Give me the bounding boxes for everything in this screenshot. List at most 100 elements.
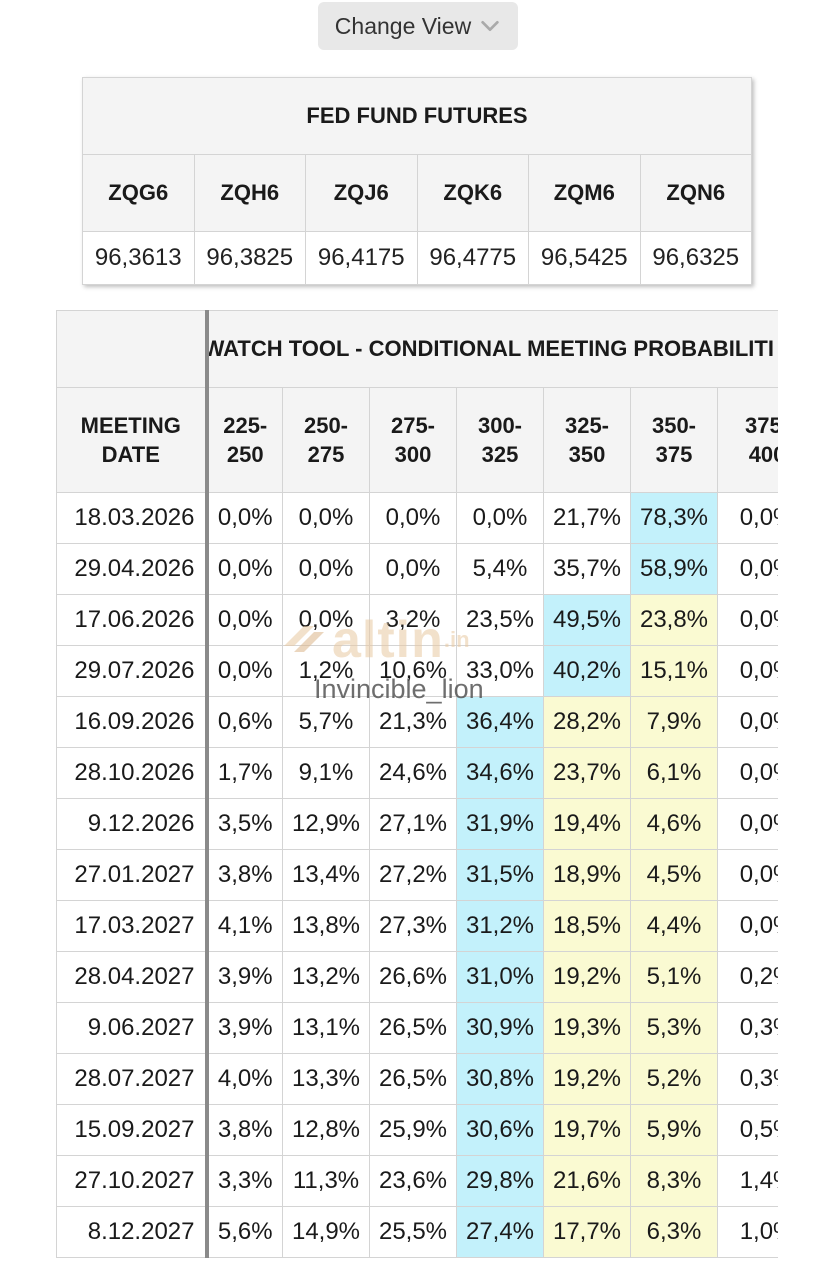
probability-cell: 13,4% [282,849,370,901]
probability-cell: 0,0% [716,900,778,952]
probability-cell: 3,8% [206,1104,283,1156]
fedwatch-corner-cell [56,310,209,388]
probability-cell: 30,8% [456,1053,544,1105]
futures-value-cell: 96,3825 [193,231,306,285]
futures-code-header: ZQN6 [639,154,752,232]
probability-cell: 34,6% [456,747,544,799]
table-row: 27.01.2027 3,8% 13,4% 27,2% 31,5% 18,9% 4,5% 0,… [56,849,778,901]
probability-cell: 1,2% [282,645,370,697]
rate-range-header: 325- 350 [543,387,631,493]
probability-cell: 3,9% [206,1002,283,1054]
probability-cell: 7,9% [630,696,718,748]
probability-cell: 33,0% [456,645,544,697]
probability-cell: 31,0% [456,951,544,1003]
rate-range-label: 225- 250 [223,413,268,467]
probability-cell: 0,0% [716,696,778,748]
futures-value-cell: 96,4175 [305,231,418,285]
probability-cell: 5,3% [630,1002,718,1054]
probability-cell: 4,1% [206,900,283,952]
probability-cell: 12,9% [282,798,370,850]
probability-cell: 23,8% [630,594,718,646]
probability-cell: 0,0% [369,543,457,595]
fedwatch-header-row: MEETING DATE 225- 250 250- 275 275- 300 300- 325… [56,387,778,493]
probability-cell: 5,2% [630,1053,718,1105]
probability-cell: 35,7% [543,543,631,595]
probability-cell: 25,9% [369,1104,457,1156]
probability-cell: 0,0% [206,492,283,544]
probability-cell: 31,5% [456,849,544,901]
probability-cell: 6,1% [630,747,718,799]
table-row: 27.10.2027 3,3% 11,3% 23,6% 29,8% 21,6% 8,3% 1,… [56,1155,778,1207]
fedwatch-title: OWATCH TOOL - CONDITIONAL MEETING PROBAB… [205,310,778,388]
probability-cell: 0,0% [716,594,778,646]
table-row: 17.06.2026 0,0% 0,0% 3,2% 23,5% 49,5% 23,8% 0,0… [56,594,778,646]
probability-cell: 0,5% [716,1104,778,1156]
table-row: 8.12.2027 5,6% 14,9% 25,5% 27,4% 17,7% 6,3% 1,0… [56,1206,778,1258]
probability-cell: 3,3% [206,1155,283,1207]
futures-value-cell: 96,3613 [82,231,195,285]
table-row: 9.06.2027 3,9% 13,1% 26,5% 30,9% 19,3% 5,3% 0,3… [56,1002,778,1054]
probability-cell: 4,6% [630,798,718,850]
probability-cell: 19,2% [543,951,631,1003]
probability-cell: 8,3% [630,1155,718,1207]
probability-cell: 24,6% [369,747,457,799]
futures-code-header: ZQJ6 [305,154,418,232]
probability-cell: 12,8% [282,1104,370,1156]
probability-cell: 27,2% [369,849,457,901]
rate-range-header: 275- 300 [369,387,457,493]
meeting-date-cell: 27.01.2027 [56,849,209,901]
fedwatch-body: 18.03.20260,0%0,0%0,0%0,0%21,7%78,3%0,0%… [56,492,778,1258]
probability-cell: 15,1% [630,645,718,697]
probability-cell: 21,6% [543,1155,631,1207]
meeting-date-cell: 28.07.2027 [56,1053,209,1105]
probability-cell: 0,3% [716,1053,778,1105]
probability-cell: 11,3% [282,1155,370,1207]
futures-code-header: ZQH6 [193,154,306,232]
change-view-button[interactable]: Change View [318,2,518,50]
probability-cell: 0,0% [282,543,370,595]
probability-cell: 78,3% [630,492,718,544]
probability-cell: 40,2% [543,645,631,697]
fedwatch-table-scroll[interactable]: OWATCH TOOL - CONDITIONAL MEETING PROBAB… [56,310,778,1270]
probability-cell: 49,5% [543,594,631,646]
probability-cell: 1,0% [716,1206,778,1258]
probability-cell: 13,1% [282,1002,370,1054]
rate-range-header: 250- 275 [282,387,370,493]
probability-cell: 5,1% [630,951,718,1003]
probability-cell: 0,3% [716,1002,778,1054]
probability-cell: 21,7% [543,492,631,544]
probability-cell: 0,0% [716,543,778,595]
probability-cell: 30,6% [456,1104,544,1156]
fed-fund-futures-value-row: 96,3613 96,3825 96,4175 96,4775 96,5425 96,63… [82,231,752,285]
rate-range-header: 350- 375 [630,387,718,493]
fed-fund-futures-title: FED FUND FUTURES [82,77,752,155]
probability-cell: 9,1% [282,747,370,799]
rate-range-label: 300- 325 [477,413,523,467]
table-row: 28.07.2027 4,0% 13,3% 26,5% 30,8% 19,2% 5,2% 0,… [56,1053,778,1105]
probability-cell: 19,7% [543,1104,631,1156]
meeting-date-cell: 15.09.2027 [56,1104,209,1156]
meeting-date-cell: 17.06.2026 [56,594,209,646]
probability-cell: 17,7% [543,1206,631,1258]
probability-cell: 0,0% [716,849,778,901]
futures-value-cell: 96,5425 [528,231,641,285]
rate-range-label: 350- 375 [651,413,697,467]
probability-cell: 0,0% [206,543,283,595]
probability-cell: 25,5% [369,1206,457,1258]
probability-cell: 13,8% [282,900,370,952]
probability-cell: 5,9% [630,1104,718,1156]
meeting-date-cell: 8.12.2027 [56,1206,209,1258]
table-row: 28.04.2027 3,9% 13,2% 26,6% 31,0% 19,2% 5,1% 0,… [56,951,778,1003]
rate-range-label: 250- 275 [303,413,349,467]
rate-range-header: 300- 325 [456,387,544,493]
probability-cell: 4,0% [206,1053,283,1105]
probability-cell: 58,9% [630,543,718,595]
probability-cell: 18,9% [543,849,631,901]
chevron-down-icon [481,20,499,32]
probability-cell: 23,6% [369,1155,457,1207]
probability-cell: 19,4% [543,798,631,850]
probability-cell: 6,3% [630,1206,718,1258]
probability-cell: 0,0% [282,594,370,646]
probability-cell: 31,9% [456,798,544,850]
